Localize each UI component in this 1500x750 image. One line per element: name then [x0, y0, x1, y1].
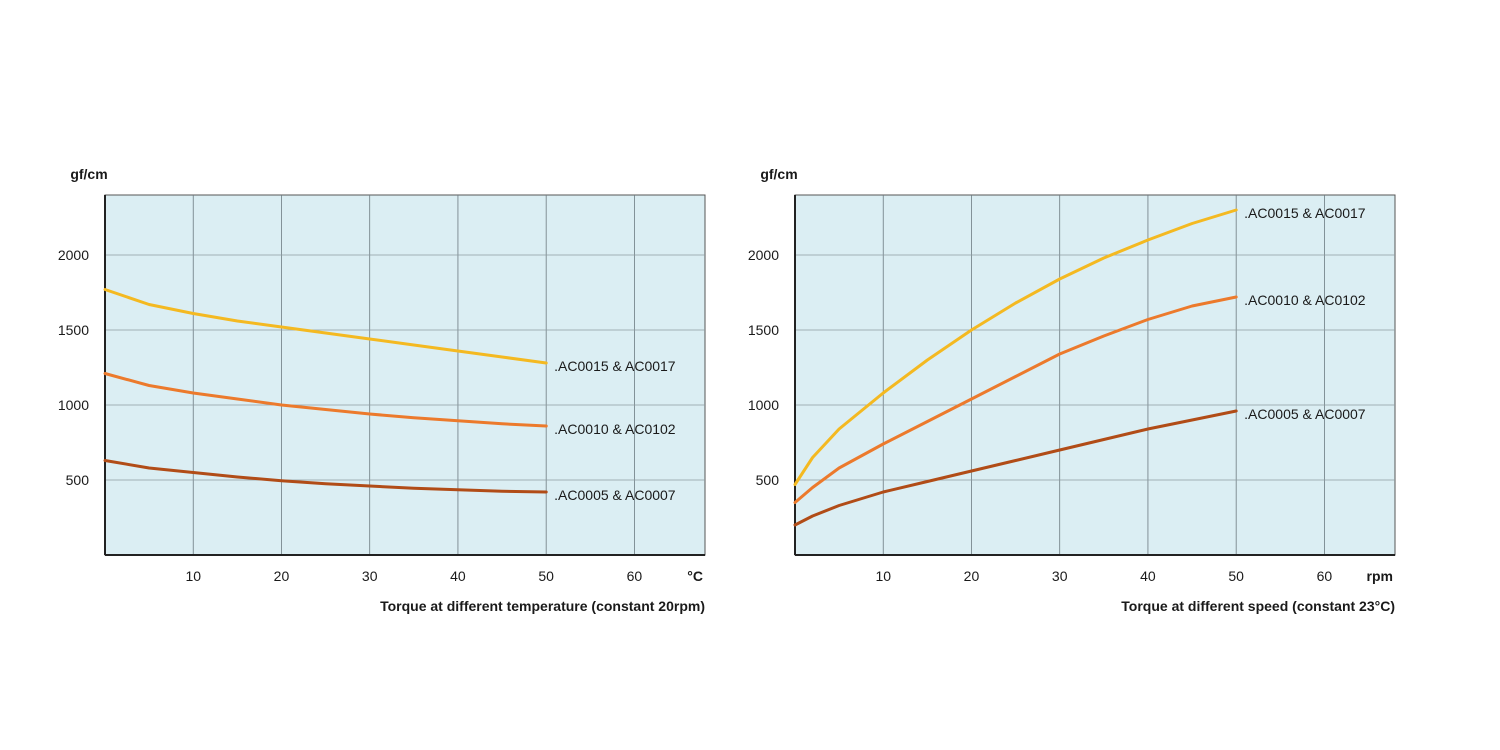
series-line [103, 288, 548, 365]
y-tick-label: 500 [756, 472, 780, 488]
series-line [103, 372, 548, 428]
series-label: .AC0010 & AC0102 [554, 421, 676, 437]
y-tick-label: 1500 [748, 322, 779, 338]
series-line [103, 459, 548, 494]
y-tick-label: 2000 [58, 247, 89, 263]
series-line [793, 208, 1238, 486]
x-tick-label: 20 [274, 568, 290, 584]
x-tick-label: 60 [627, 568, 643, 584]
x-tick-label: 20 [964, 568, 980, 584]
plot-area [794, 194, 1396, 556]
x-tick-label: 50 [1228, 568, 1244, 584]
x-tick-label: 10 [185, 568, 201, 584]
chart-caption: Torque at different speed (constant 23°C… [1121, 598, 1395, 614]
x-tick-label: 40 [450, 568, 466, 584]
x-tick-label: 30 [1052, 568, 1068, 584]
series-line [793, 409, 1238, 527]
x-tick-label: 60 [1317, 568, 1333, 584]
chart-caption: Torque at different temperature (constan… [380, 598, 705, 614]
series-label: .AC0015 & AC0017 [1244, 205, 1366, 221]
y-tick-label: 1000 [58, 397, 89, 413]
y-tick-label: 2000 [748, 247, 779, 263]
y-axis-unit: gf/cm [760, 166, 797, 182]
x-tick-label: 40 [1140, 568, 1156, 584]
y-tick-label: 1000 [748, 397, 779, 413]
x-tick-label: 10 [875, 568, 891, 584]
chart-torque-vs-temperature: 10 20 30 40 50 60 500 1000 1500 2000 gf/cm °C Torque… [58, 166, 706, 614]
y-tick-label: 500 [66, 472, 90, 488]
series-label: .AC0005 & AC0007 [554, 487, 676, 503]
y-axis-unit: gf/cm [70, 166, 107, 182]
x-tick-label: 30 [362, 568, 378, 584]
chart-torque-vs-speed: 10 20 30 40 50 60 500 1000 1500 2000 gf/cm rpm Torqu… [748, 166, 1396, 614]
series-label: .AC0010 & AC0102 [1244, 292, 1366, 308]
y-tick-label: 1500 [58, 322, 89, 338]
series-label: .AC0005 & AC0007 [1244, 406, 1366, 422]
x-axis-unit: °C [687, 568, 703, 584]
series-line [793, 295, 1238, 504]
x-axis-unit: rpm [1367, 568, 1393, 584]
series-label: .AC0015 & AC0017 [554, 358, 676, 374]
x-tick-label: 50 [538, 568, 554, 584]
